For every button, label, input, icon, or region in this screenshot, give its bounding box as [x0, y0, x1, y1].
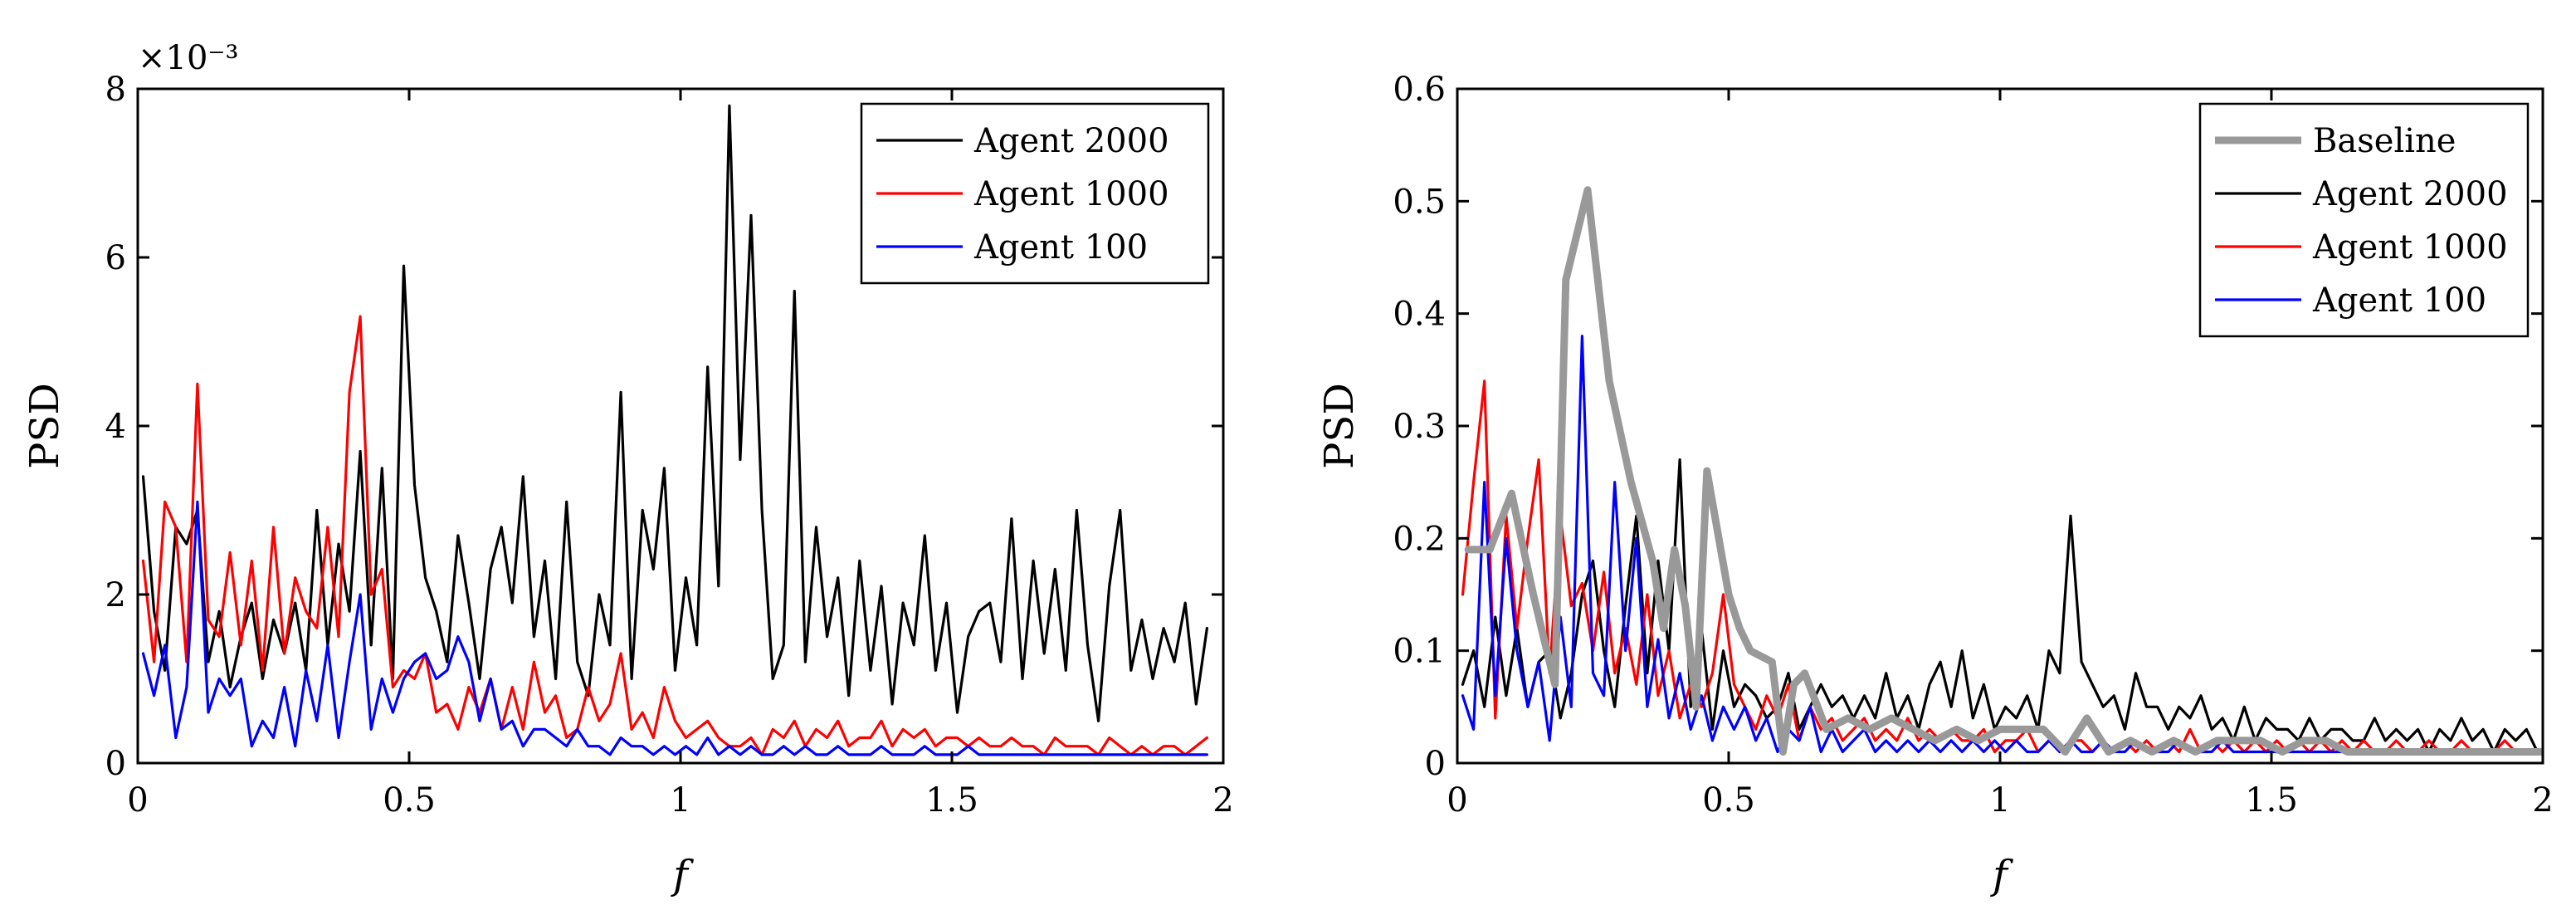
y-axis-label: PSD: [1316, 383, 1363, 469]
series-line-agent-1000: [141, 315, 1209, 756]
y-tick-label: 0.5: [1393, 183, 1446, 221]
series-line-agent-2000: [1461, 458, 2539, 754]
series-group: [1461, 186, 2543, 756]
y-tick-label: 6: [105, 239, 126, 277]
x-tick-label: 0.5: [1702, 781, 1755, 820]
x-tick-label: 0: [1447, 781, 1467, 820]
y-tick-label: 0: [1425, 745, 1446, 783]
x-tick-label: 0: [127, 781, 148, 820]
legend-label: Baseline: [2313, 122, 2456, 160]
series-line-agent-100: [141, 500, 1209, 756]
x-tick-label: 0.5: [383, 781, 436, 820]
series-line-agent-2000: [141, 104, 1209, 722]
legend: Agent 2000 Agent 1000 Agent 100: [860, 102, 1210, 285]
series-group: [141, 104, 1209, 756]
y-tick-label: 4: [105, 408, 126, 446]
right-psd-chart: 0 0.5 1 1.5 200.10.20.30.40.50.6fPSDBaseline…: [1316, 71, 2554, 898]
series-line-baseline: [1464, 186, 2543, 756]
x-tick-label: 1: [1989, 781, 2010, 820]
x-tick-label: 2: [1212, 781, 1233, 820]
y-tick-label: 0.2: [1393, 520, 1446, 558]
legend-label: Agent 2000: [2312, 175, 2508, 213]
x-tick-label: 1.5: [925, 781, 978, 820]
x-tick-label: 1: [670, 781, 690, 820]
y-tick-label: 0: [105, 745, 126, 783]
y-exponent-label: ×10⁻³: [138, 39, 239, 77]
legend-label: Agent 100: [973, 228, 1148, 267]
legend: Baseline Agent 2000 Agent 1000 Agent 100: [2198, 102, 2530, 338]
x-tick-label: 2: [2532, 781, 2553, 820]
y-tick-label: 0.3: [1393, 408, 1446, 446]
y-tick-label: 0.1: [1393, 633, 1446, 671]
y-tick-label: 0.4: [1393, 296, 1446, 334]
y-tick-label: 2: [105, 576, 126, 614]
y-tick-label: 8: [105, 71, 126, 109]
legend-label: Agent 100: [2312, 281, 2486, 320]
legend-label: Agent 1000: [973, 175, 1169, 213]
x-tick-label: 1.5: [2245, 781, 2298, 820]
y-tick-label: 0.6: [1393, 71, 1446, 109]
legend-label: Agent 2000: [973, 122, 1169, 160]
y-axis-label: PSD: [22, 383, 68, 469]
legend-label: Agent 1000: [2312, 228, 2508, 267]
